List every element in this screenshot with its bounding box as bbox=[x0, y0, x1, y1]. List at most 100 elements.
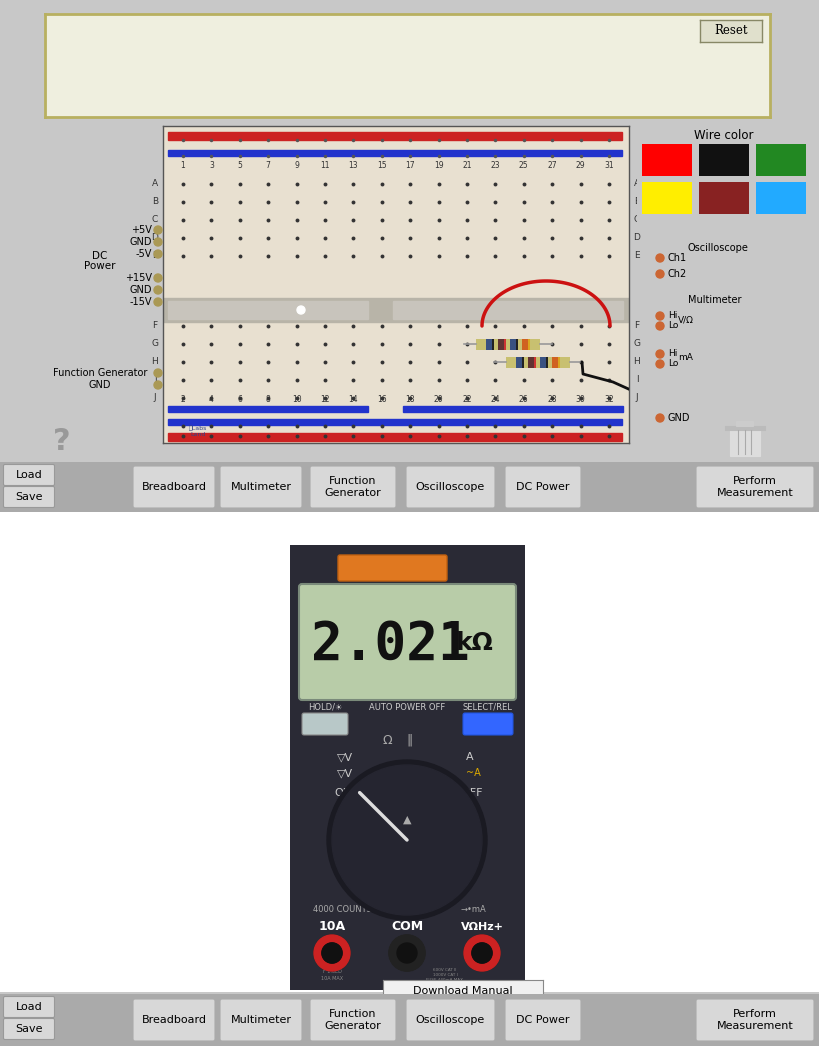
Text: Perform
Measurement: Perform Measurement bbox=[716, 1009, 793, 1030]
Bar bbox=[698, 144, 748, 176]
Text: Ch1: Ch1 bbox=[667, 253, 686, 263]
Text: ▽V: ▽V bbox=[337, 768, 353, 778]
Text: Breadboard: Breadboard bbox=[142, 1015, 206, 1025]
FancyBboxPatch shape bbox=[505, 999, 581, 1041]
Circle shape bbox=[472, 943, 491, 963]
Text: mA: mA bbox=[677, 354, 692, 363]
Circle shape bbox=[468, 939, 495, 967]
Bar bbox=[168, 419, 622, 425]
Text: 24: 24 bbox=[490, 395, 500, 404]
Text: VΩHz+: VΩHz+ bbox=[460, 922, 503, 932]
Text: Ω: Ω bbox=[382, 733, 391, 747]
Circle shape bbox=[332, 765, 482, 915]
Bar bbox=[486, 339, 493, 350]
Text: Multimeter: Multimeter bbox=[230, 482, 291, 492]
Text: -15V: -15V bbox=[129, 297, 152, 306]
FancyBboxPatch shape bbox=[463, 713, 513, 735]
Text: Reset: Reset bbox=[713, 24, 747, 38]
Circle shape bbox=[396, 943, 417, 963]
Circle shape bbox=[314, 935, 350, 971]
FancyBboxPatch shape bbox=[133, 467, 215, 508]
Text: GND: GND bbox=[88, 380, 111, 390]
Text: B: B bbox=[633, 198, 640, 206]
Text: 7: 7 bbox=[265, 161, 270, 170]
Text: Multimeter: Multimeter bbox=[687, 295, 740, 305]
Text: 32: 32 bbox=[604, 395, 613, 404]
Text: Function Generator: Function Generator bbox=[52, 368, 147, 378]
Text: Oscilloscope: Oscilloscope bbox=[687, 243, 748, 253]
Circle shape bbox=[655, 350, 663, 358]
Text: COM: COM bbox=[391, 920, 423, 933]
FancyBboxPatch shape bbox=[505, 467, 581, 508]
Circle shape bbox=[655, 312, 663, 320]
Circle shape bbox=[472, 943, 491, 963]
Bar bbox=[724, 426, 764, 430]
Text: 21: 21 bbox=[462, 161, 471, 170]
FancyBboxPatch shape bbox=[3, 997, 54, 1018]
Text: 25: 25 bbox=[518, 161, 528, 170]
Bar bbox=[402, 406, 622, 412]
Bar bbox=[522, 339, 527, 350]
Text: 1: 1 bbox=[180, 161, 185, 170]
Text: ⬜Labs
Land: ⬜Labs Land bbox=[188, 426, 207, 436]
FancyBboxPatch shape bbox=[405, 467, 495, 508]
Text: F 1.6ED
10A MAX: F 1.6ED 10A MAX bbox=[320, 970, 342, 980]
Circle shape bbox=[314, 935, 350, 971]
Text: C: C bbox=[152, 215, 158, 225]
Bar bbox=[755, 144, 805, 176]
Bar bbox=[392, 301, 622, 319]
Text: H: H bbox=[152, 358, 158, 366]
Text: HOLD/☀: HOLD/☀ bbox=[307, 703, 342, 711]
Text: I: I bbox=[153, 376, 156, 385]
Text: 23: 23 bbox=[490, 161, 500, 170]
Text: 9: 9 bbox=[294, 161, 299, 170]
Text: H: H bbox=[633, 358, 640, 366]
Circle shape bbox=[154, 250, 162, 258]
FancyBboxPatch shape bbox=[3, 464, 54, 485]
Text: Save: Save bbox=[16, 492, 43, 502]
Text: Power: Power bbox=[84, 262, 115, 271]
Bar bbox=[641, 182, 691, 214]
Text: Lo: Lo bbox=[667, 321, 677, 331]
Circle shape bbox=[388, 935, 424, 971]
Text: Ch2: Ch2 bbox=[667, 269, 686, 279]
Circle shape bbox=[655, 414, 663, 422]
Text: DC Power: DC Power bbox=[516, 1015, 569, 1025]
Text: +5V: +5V bbox=[131, 225, 152, 235]
Bar bbox=[497, 339, 504, 350]
Text: 10A: 10A bbox=[318, 920, 345, 933]
Circle shape bbox=[296, 306, 305, 314]
Text: 14: 14 bbox=[348, 395, 358, 404]
Bar bbox=[509, 339, 515, 350]
Text: AUTO POWER OFF: AUTO POWER OFF bbox=[369, 703, 445, 711]
Bar bbox=[551, 357, 557, 368]
Circle shape bbox=[655, 360, 663, 368]
Circle shape bbox=[318, 939, 346, 967]
Text: GND: GND bbox=[129, 237, 152, 247]
Bar bbox=[168, 406, 368, 412]
Text: F: F bbox=[634, 321, 639, 331]
Text: 27: 27 bbox=[547, 161, 556, 170]
Text: D: D bbox=[152, 233, 158, 243]
FancyBboxPatch shape bbox=[695, 467, 813, 508]
Bar bbox=[755, 182, 805, 214]
FancyBboxPatch shape bbox=[299, 584, 515, 700]
Text: 22: 22 bbox=[462, 395, 471, 404]
Circle shape bbox=[154, 274, 162, 282]
Bar bbox=[515, 357, 523, 368]
Text: Perform
Measurement: Perform Measurement bbox=[716, 476, 793, 498]
Text: G: G bbox=[633, 340, 640, 348]
Circle shape bbox=[464, 935, 500, 971]
Circle shape bbox=[154, 369, 162, 377]
Text: 3: 3 bbox=[209, 161, 214, 170]
Text: C: C bbox=[633, 215, 640, 225]
Circle shape bbox=[322, 943, 342, 963]
Text: OFF: OFF bbox=[334, 788, 355, 798]
Bar bbox=[475, 339, 540, 350]
Text: 6: 6 bbox=[237, 395, 242, 404]
Text: 600V CAT II
1000V CAT I
FUSE 440mA MAX: 600V CAT II 1000V CAT I FUSE 440mA MAX bbox=[426, 969, 463, 982]
Text: V/Ω: V/Ω bbox=[677, 316, 693, 324]
Text: 18: 18 bbox=[405, 395, 414, 404]
Text: Breadboard: Breadboard bbox=[142, 482, 206, 492]
Text: Function
Generator: Function Generator bbox=[324, 1009, 381, 1030]
